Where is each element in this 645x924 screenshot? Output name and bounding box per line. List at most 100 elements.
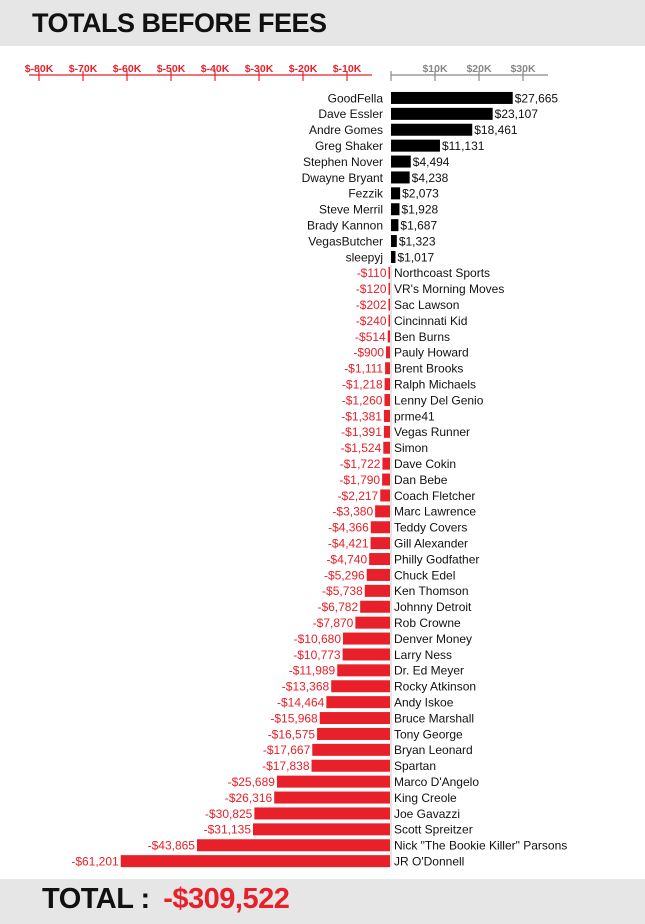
row-name: prme41	[394, 409, 435, 423]
data-label: -$3,380	[332, 505, 373, 519]
bar-negative	[369, 553, 390, 566]
row-name: Dave Cokin	[394, 457, 456, 471]
axis-tick-label: $-70K	[69, 63, 98, 75]
bar-negative	[274, 791, 390, 804]
bar-positive	[391, 171, 410, 184]
bar-negative	[253, 823, 390, 836]
data-label: -$6,782	[317, 600, 358, 614]
bar-positive	[391, 91, 513, 104]
row-name: Denver Money	[394, 632, 472, 646]
row-name: Spartan	[394, 759, 436, 773]
bar-negative	[370, 521, 390, 534]
bar-negative	[386, 346, 390, 359]
bar-negative	[317, 727, 390, 740]
data-label: -$900	[353, 346, 384, 360]
data-label: -$30,825	[205, 807, 253, 821]
row-name: Tony George	[394, 727, 463, 741]
data-label: -$4,740	[326, 552, 367, 566]
data-label: -$5,296	[324, 568, 365, 582]
row-name: Gill Alexander	[394, 536, 468, 550]
bar-negative	[383, 441, 390, 454]
total-label: TOTAL	[42, 883, 133, 915]
bar-negative	[375, 505, 390, 518]
axis-tick-label: $10K	[422, 63, 448, 75]
bar-positive	[391, 155, 411, 168]
data-label: -$7,870	[313, 616, 354, 630]
data-label: $1,017	[397, 250, 434, 264]
data-label: -$26,316	[225, 791, 273, 805]
data-label: $11,131	[442, 139, 485, 153]
axis-tick-label: $-40K	[201, 63, 230, 75]
row-name: Simon	[394, 441, 428, 455]
row-name: VR's Morning Moves	[394, 282, 504, 296]
data-label: -$43,865	[148, 839, 196, 853]
bar-negative	[331, 680, 390, 693]
data-label: -$1,391	[341, 425, 382, 439]
row-name: Andy Iskoe	[394, 695, 454, 709]
row-name: Teddy Covers	[394, 521, 467, 535]
data-label: -$17,838	[262, 759, 310, 773]
data-label: -$1,790	[339, 473, 380, 487]
data-label: -$31,135	[204, 823, 252, 837]
row-name: Northcoast Sports	[394, 266, 490, 280]
bar-negative	[380, 489, 390, 502]
data-label: $1,928	[401, 203, 438, 217]
bar-positive	[391, 187, 401, 200]
data-label: -$1,218	[342, 377, 383, 391]
data-label: $4,494	[413, 155, 450, 169]
bar-positive	[391, 203, 400, 216]
row-name: Scott Spreitzer	[394, 823, 473, 837]
data-label: -$240	[356, 314, 387, 328]
data-label: -$10,773	[293, 648, 341, 662]
row-name: Vegas Runner	[394, 425, 470, 439]
row-name: Rocky Atkinson	[394, 680, 476, 694]
data-label: -$1,111	[344, 362, 383, 376]
row-name: Marc Lawrence	[394, 505, 476, 519]
row-name: JR O'Donnell	[394, 854, 464, 868]
bar-negative	[388, 314, 390, 327]
row-name: Brent Brooks	[394, 362, 463, 376]
row-name: Johnny Detroit	[394, 600, 472, 614]
bar-positive	[391, 123, 473, 136]
bar-positive	[391, 250, 396, 263]
row-name: Dan Bebe	[394, 473, 448, 487]
axis-tick-label: $-10K	[333, 63, 362, 75]
data-label: -$17,667	[263, 743, 311, 757]
axis-tick-label: $-20K	[289, 63, 318, 75]
row-name: sleepyj	[346, 250, 383, 264]
page-title: TOTALS BEFORE FEES	[32, 8, 327, 38]
bar-negative	[312, 743, 390, 756]
bar-negative	[366, 568, 390, 581]
axis-tick-label: $-60K	[113, 63, 142, 75]
bar-negative	[385, 362, 390, 375]
bar-negative	[370, 537, 390, 550]
row-name: Steve Merril	[319, 203, 383, 217]
axis-tick-label: $20K	[466, 63, 492, 75]
data-label: -$1,524	[341, 441, 382, 455]
row-name: Cincinnati Kid	[394, 314, 467, 328]
row-name: Dwayne Bryant	[302, 171, 384, 185]
row-name: Rob Crowne	[394, 616, 461, 630]
axis-tick-label: $30K	[510, 63, 536, 75]
data-label: -$11,989	[289, 664, 336, 678]
bar-negative	[319, 712, 390, 725]
data-label: -$16,575	[268, 727, 316, 741]
row-name: Stephen Nover	[303, 155, 383, 169]
bar-negative	[382, 473, 390, 486]
total-summary: TOTAL : -$309,522	[42, 883, 290, 916]
bar-negative	[337, 664, 390, 677]
axis-tick-label: $-80K	[25, 63, 54, 75]
data-label: -$2,217	[338, 489, 379, 503]
bar-negative	[254, 807, 390, 820]
row-name: Brady Kannon	[307, 218, 383, 232]
bar-negative	[384, 394, 390, 407]
data-label: $27,665	[515, 91, 559, 105]
axis-tick-label: $-50K	[157, 63, 186, 75]
bar-negative	[388, 282, 390, 295]
row-name: Ralph Michaels	[394, 377, 476, 391]
total-bar: TOTAL : -$309,522	[0, 879, 645, 924]
bar-negative	[383, 409, 390, 422]
data-label: -$110	[357, 266, 387, 280]
bar-negative	[343, 632, 390, 645]
data-label: $1,687	[400, 218, 437, 232]
